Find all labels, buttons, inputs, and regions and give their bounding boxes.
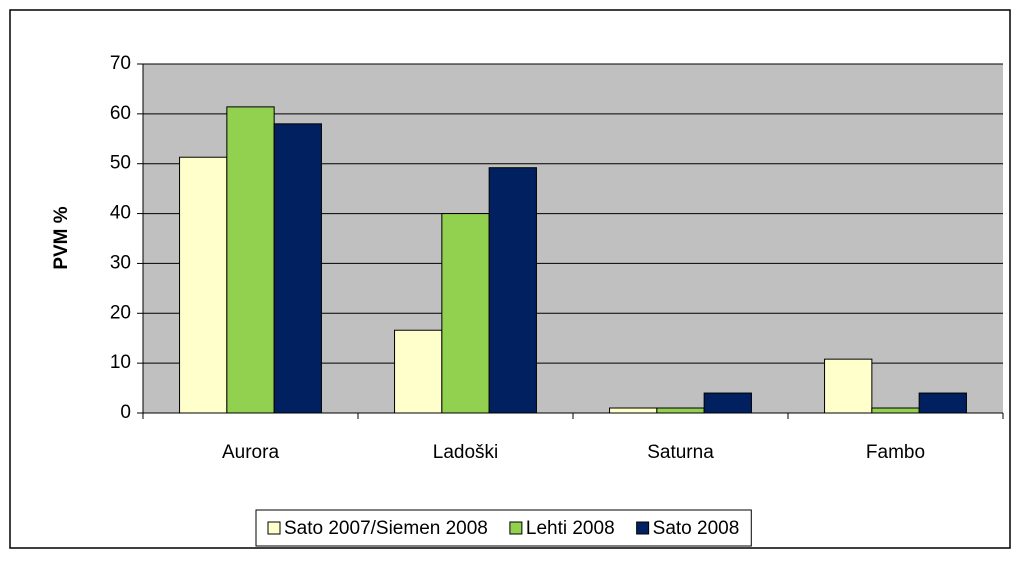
bar	[488, 167, 537, 414]
bar	[871, 407, 920, 414]
legend-label: Sato 2008	[653, 518, 740, 539]
x-tick-label: Fambo	[866, 442, 925, 463]
bar	[656, 407, 705, 414]
y-tick-label: 10	[110, 352, 131, 373]
bar	[394, 329, 443, 414]
bar	[273, 123, 322, 414]
bar	[179, 156, 228, 414]
y-tick-label: 30	[110, 252, 131, 273]
legend-swatch	[267, 521, 281, 535]
x-tick-label: Aurora	[222, 442, 279, 463]
x-tick-label: Saturna	[647, 442, 714, 463]
legend-swatch	[509, 521, 523, 535]
legend-box	[255, 509, 752, 547]
y-tick-label: 60	[110, 103, 131, 124]
y-tick-label: 20	[110, 302, 131, 323]
legend-label: Sato 2007/Siemen 2008	[284, 518, 488, 539]
legend-label: Lehti 2008	[526, 518, 615, 539]
bar	[918, 392, 967, 414]
bar	[609, 407, 658, 414]
y-tick-label: 40	[110, 203, 131, 224]
legend-swatch	[636, 521, 650, 535]
x-tick-label: Ladoški	[433, 442, 499, 463]
y-tick-label: 50	[110, 153, 131, 174]
y-tick-label: 70	[110, 53, 131, 74]
y-axis-label: PVM %	[51, 206, 72, 269]
bar	[441, 213, 490, 414]
bar	[703, 392, 752, 414]
bar	[226, 106, 275, 414]
bar	[824, 358, 873, 414]
y-tick-label: 0	[120, 402, 131, 423]
